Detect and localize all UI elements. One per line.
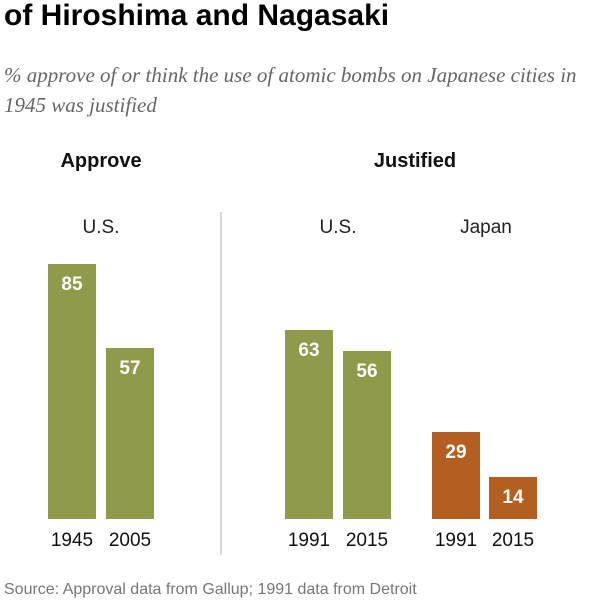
bar-value-label: 14: [502, 487, 524, 508]
source-note: Source: Approval data from Gallup; 1991 …: [4, 581, 417, 598]
chart-title: of Hiroshima and Nagasaki: [4, 0, 390, 32]
bar-value-label: 29: [445, 442, 466, 463]
bar: [343, 351, 391, 519]
bar-value-label: 56: [356, 361, 377, 382]
bar: [48, 264, 96, 519]
x-tick-label: 1991: [435, 530, 477, 551]
x-tick-label: 2015: [492, 530, 534, 551]
x-tick-label: 1945: [51, 530, 93, 551]
group-label: Japan: [460, 217, 512, 238]
bar-value-label: 57: [119, 358, 140, 379]
panel-title-justified: Justified: [374, 150, 456, 172]
panel-title-approve: Approve: [60, 150, 141, 172]
group-label: U.S.: [83, 217, 120, 238]
group-label: U.S.: [320, 217, 357, 238]
x-tick-label: 1991: [288, 530, 330, 551]
x-tick-label: 2005: [109, 530, 151, 551]
bar: [106, 348, 154, 519]
bar-chart: Approve Justified U.S. 85 1945 57 2005 U.S. 63 19…: [48, 150, 537, 555]
bar: [489, 477, 537, 519]
x-tick-label: 2015: [346, 530, 388, 551]
chart-subtitle: % approve of or think the use of atomic …: [4, 63, 577, 117]
bar-value-label: 63: [298, 340, 319, 361]
bar-value-label: 85: [61, 274, 83, 295]
bar: [432, 432, 480, 519]
bar: [285, 330, 333, 519]
